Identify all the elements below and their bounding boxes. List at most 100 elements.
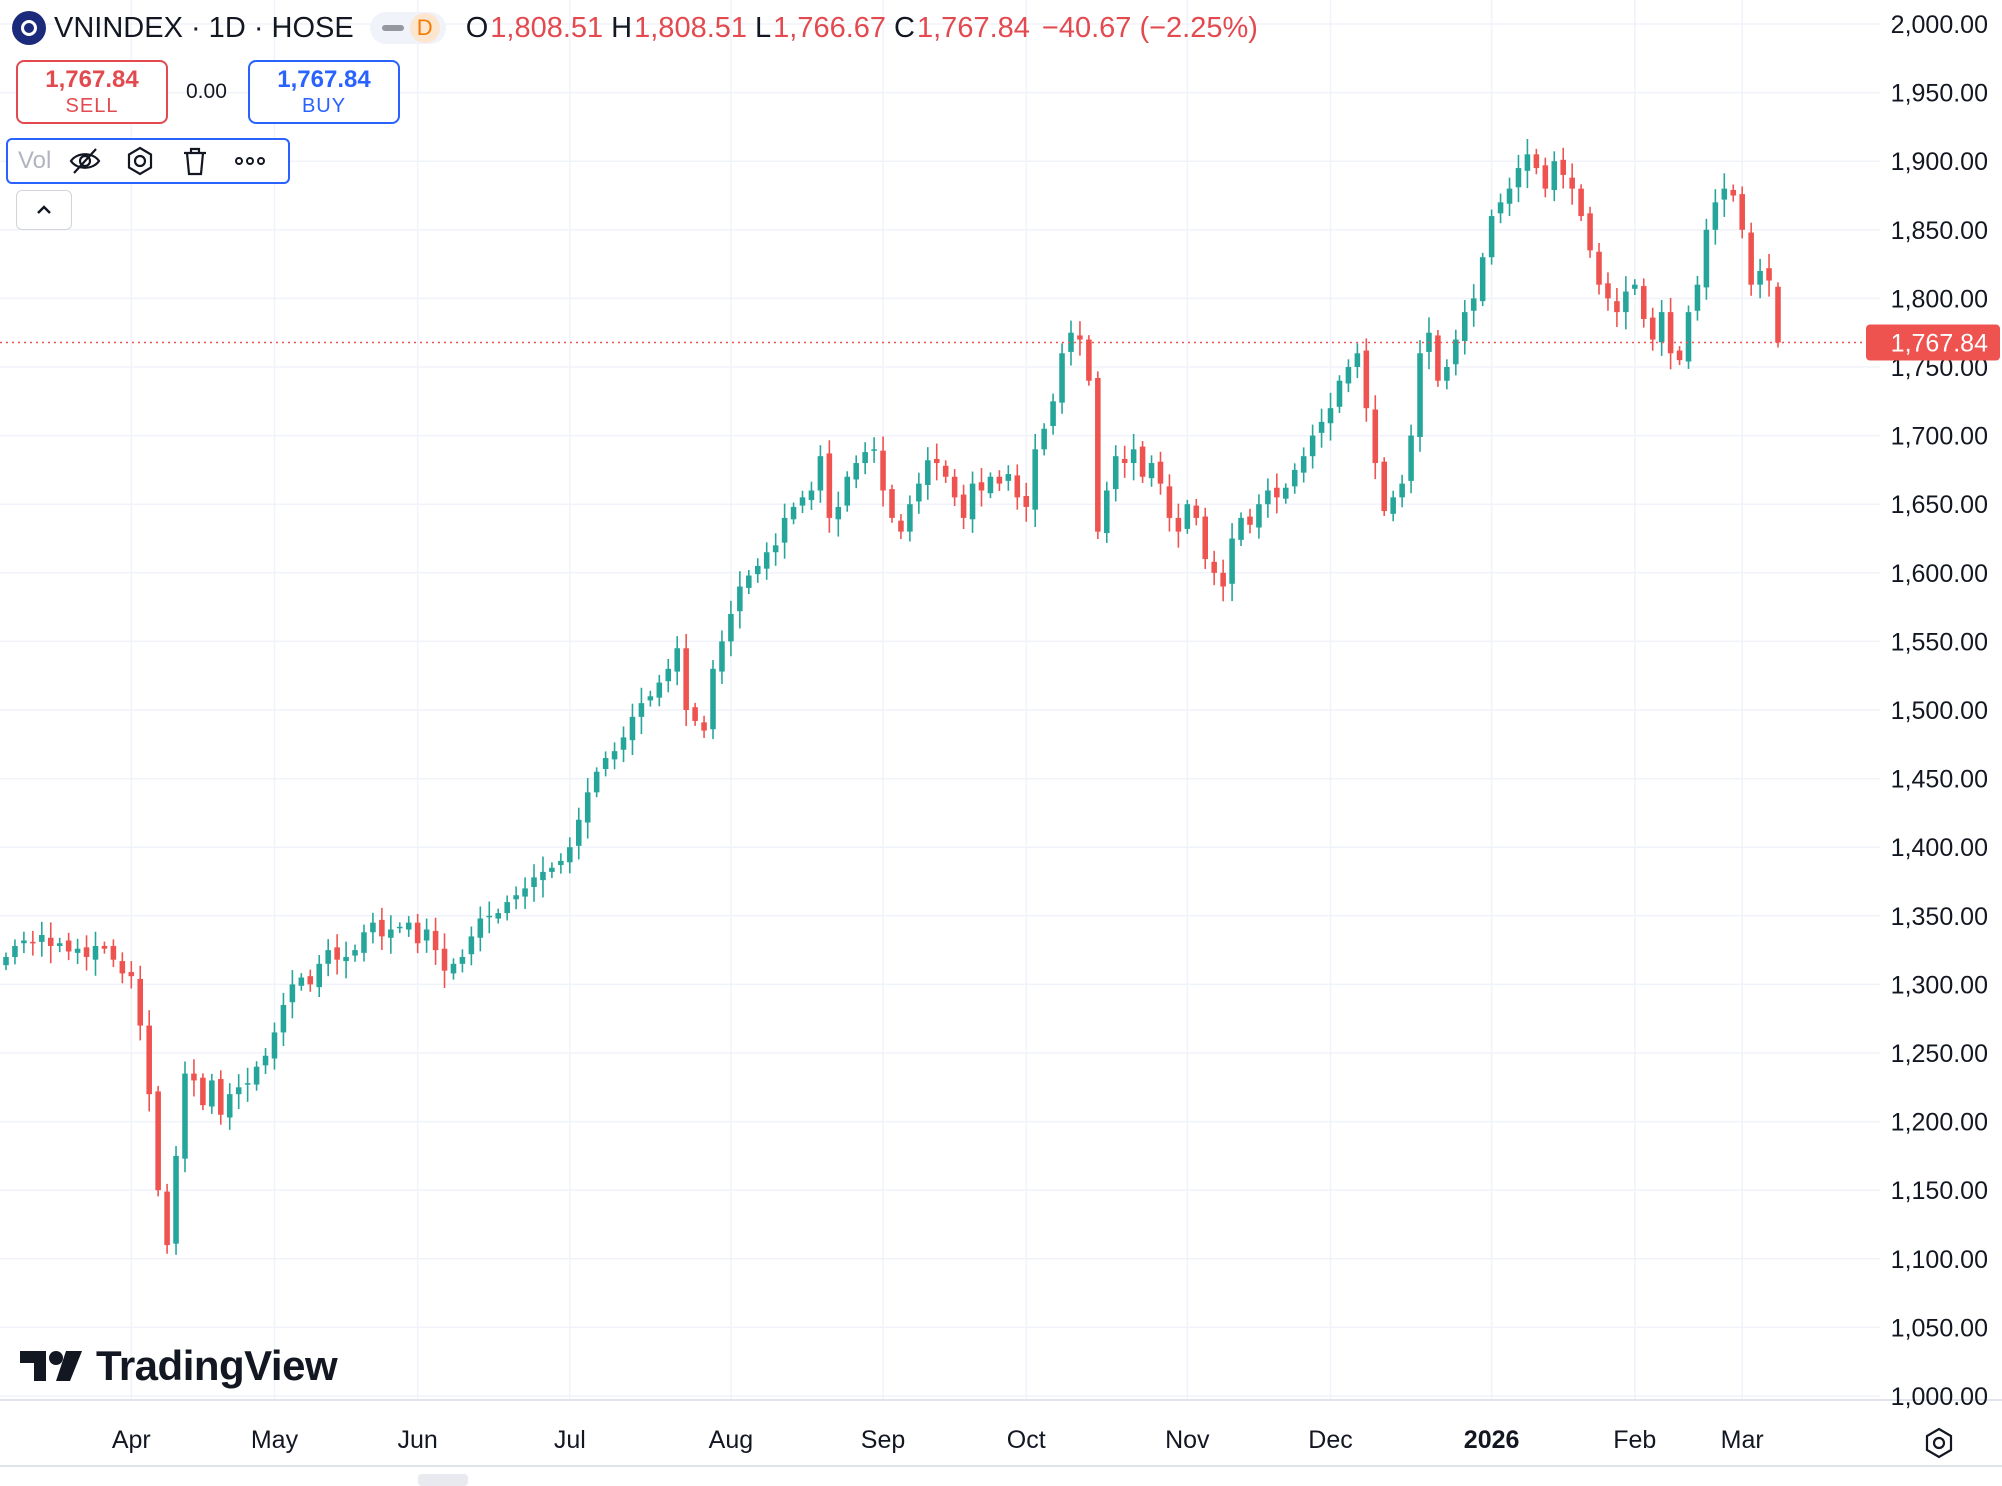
candle-body	[1023, 495, 1030, 507]
candle-body	[441, 948, 448, 971]
ohlc-close: C1,767.84	[894, 11, 1030, 44]
volume-indicator-toolbar: Vol	[6, 138, 290, 184]
candle-body	[173, 1155, 179, 1244]
candle-body	[316, 963, 323, 988]
buy-button[interactable]: 1,767.84 BUY	[248, 60, 400, 124]
volume-indicator-label[interactable]: Vol	[18, 147, 52, 174]
candle-body	[1497, 202, 1504, 214]
candle-body	[629, 716, 636, 741]
candle-body	[1139, 446, 1146, 477]
candles	[3, 138, 1781, 1255]
collapse-legend-button[interactable]	[16, 190, 72, 230]
candle-body	[549, 867, 555, 872]
candle-body	[1238, 517, 1244, 540]
market-status-pill[interactable]: D	[369, 12, 446, 44]
chevron-up-icon	[37, 205, 51, 214]
candle-body	[1632, 284, 1638, 289]
candle-body	[1014, 475, 1021, 498]
candle-body	[334, 947, 340, 960]
x-tick-label: Nov	[1165, 1426, 1210, 1454]
candle-body	[1184, 504, 1191, 529]
candle-body	[1757, 270, 1763, 285]
eye-hidden-icon[interactable]	[67, 143, 102, 179]
candle-body	[218, 1079, 224, 1115]
candle-body	[826, 453, 833, 518]
candle-body	[1488, 216, 1495, 258]
candle-body	[200, 1077, 206, 1106]
candle-body	[1596, 251, 1602, 285]
candle-body	[1211, 561, 1217, 573]
candle-body	[244, 1083, 251, 1085]
candle-body	[253, 1066, 260, 1085]
y-tick-label: 1,650.00	[1891, 491, 1988, 519]
candle-body	[951, 476, 958, 498]
candle-body	[388, 929, 394, 938]
candle-body	[39, 935, 45, 942]
time-scale-scroll-handle[interactable]	[418, 1474, 468, 1486]
candle-body	[754, 565, 761, 575]
candle-body	[1649, 317, 1656, 340]
price-axis[interactable]: 2,000.00 1,950.00 1,900.00 1,850.00 1,800.00…	[0, 11, 2002, 1467]
candle-body	[531, 877, 537, 887]
candle-body	[405, 922, 412, 930]
candle-body	[710, 668, 716, 730]
candle-body	[647, 696, 654, 701]
grid-lines	[0, 0, 1880, 1400]
candle-body	[1676, 350, 1683, 361]
candle-body	[343, 956, 349, 962]
candle-body	[844, 476, 851, 506]
candle-body	[289, 984, 296, 1003]
candle-body	[925, 460, 931, 485]
candle-body	[101, 945, 108, 949]
candle-body	[1399, 483, 1405, 498]
settings-icon[interactable]	[123, 143, 158, 179]
candle-body	[763, 552, 770, 569]
spread-value: 0.00	[186, 80, 227, 103]
candle-body	[432, 930, 439, 951]
candle-body	[1077, 335, 1083, 340]
candle-body	[1202, 516, 1209, 560]
candle-body	[1515, 168, 1522, 188]
sell-price: 1,767.84	[45, 66, 139, 93]
candle-body	[611, 751, 618, 760]
chart-settings-button[interactable]	[1920, 1424, 1958, 1462]
candle-body	[1614, 301, 1620, 313]
candle-body	[969, 483, 976, 520]
candle-body	[575, 819, 582, 846]
candle-body	[370, 922, 376, 933]
time-axis[interactable]: Apr May Jun Jul Aug Sep Oct Nov Dec 2026 Feb Mar	[112, 1426, 1764, 1454]
x-tick-label: Jul	[554, 1426, 586, 1454]
x-tick-label: May	[251, 1426, 299, 1454]
y-tick-label: 1,100.00	[1891, 1246, 1988, 1274]
candle-body	[1175, 517, 1182, 532]
candle-body	[728, 613, 734, 642]
y-tick-label: 1,250.00	[1891, 1040, 1988, 1068]
candle-body	[996, 476, 1003, 484]
candle-body	[1318, 421, 1325, 433]
candle-body	[1685, 312, 1692, 362]
candle-body	[683, 648, 689, 710]
ohlc-low: L1,766.67	[755, 11, 887, 44]
symbol-title[interactable]: VNINDEX · 1D · HOSE	[54, 11, 354, 44]
candle-body	[352, 950, 358, 956]
more-options-icon[interactable]	[233, 143, 268, 179]
candle-body	[1461, 312, 1468, 341]
candle-body	[1444, 367, 1450, 381]
candle-body	[1345, 367, 1352, 384]
y-tick-label: 1,900.00	[1891, 148, 1988, 176]
candle-body	[307, 976, 314, 985]
candle-body	[1059, 353, 1065, 403]
candle-body	[137, 978, 144, 1026]
x-tick-label: Jun	[398, 1426, 438, 1454]
candle-body	[1560, 159, 1566, 175]
tradingview-logo[interactable]: TradingView	[20, 1342, 338, 1390]
trash-icon[interactable]	[178, 143, 213, 179]
candle-body	[942, 465, 949, 477]
candle-body	[504, 902, 510, 914]
candle-body	[978, 482, 985, 491]
sell-button[interactable]: 1,767.84 SELL	[16, 60, 168, 124]
candle-body	[1748, 232, 1754, 285]
symbol-logo-icon[interactable]	[12, 11, 46, 45]
candle-body	[209, 1080, 215, 1107]
